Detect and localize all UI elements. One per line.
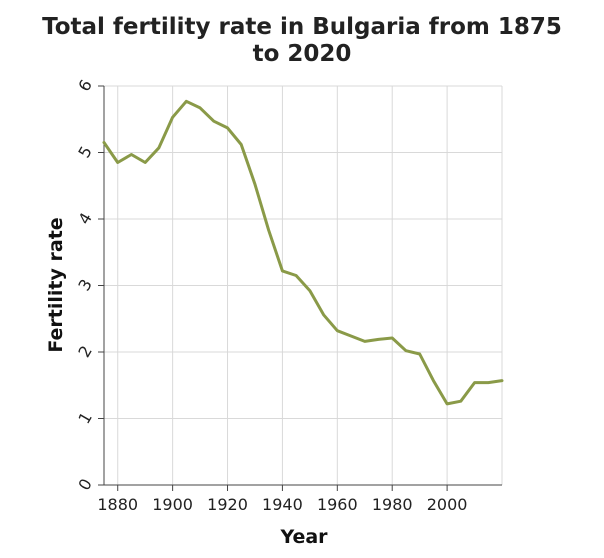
chart-title: Total fertility rate in Bulgaria from 18… (42, 14, 562, 67)
chart-title-line-1: Total fertility rate in Bulgaria from 18… (42, 14, 562, 40)
series-layer (102, 99, 504, 406)
y-tick-label: 0 (74, 475, 96, 493)
x-tick-label: 1920 (207, 495, 248, 514)
x-tick-label: 2000 (427, 495, 468, 514)
y-tick-label: 5 (74, 143, 96, 161)
grid (104, 85, 503, 485)
y-tick-label: 1 (74, 409, 96, 427)
y-tick-label: 4 (74, 209, 96, 227)
fertility-rate-line (102, 99, 504, 406)
x-axis-title: Year (279, 526, 328, 548)
chart-title-line-2: to 2020 (253, 41, 352, 67)
axes (98, 85, 502, 491)
tick-labels: 0 1 2 3 4 5 6 1880 1900 1920 1940 1960 1980 2000 (74, 76, 467, 514)
x-tick-label: 1980 (372, 495, 413, 514)
x-tick-label: 1960 (317, 495, 358, 514)
y-tick-label: 2 (74, 342, 96, 360)
y-tick-label: 6 (74, 76, 96, 94)
y-axis-title: Fertility rate (45, 217, 67, 352)
x-tick-label: 1900 (152, 495, 193, 514)
x-tick-label: 1940 (262, 495, 303, 514)
y-tick-label: 3 (74, 276, 96, 294)
x-tick-label: 1880 (97, 495, 138, 514)
